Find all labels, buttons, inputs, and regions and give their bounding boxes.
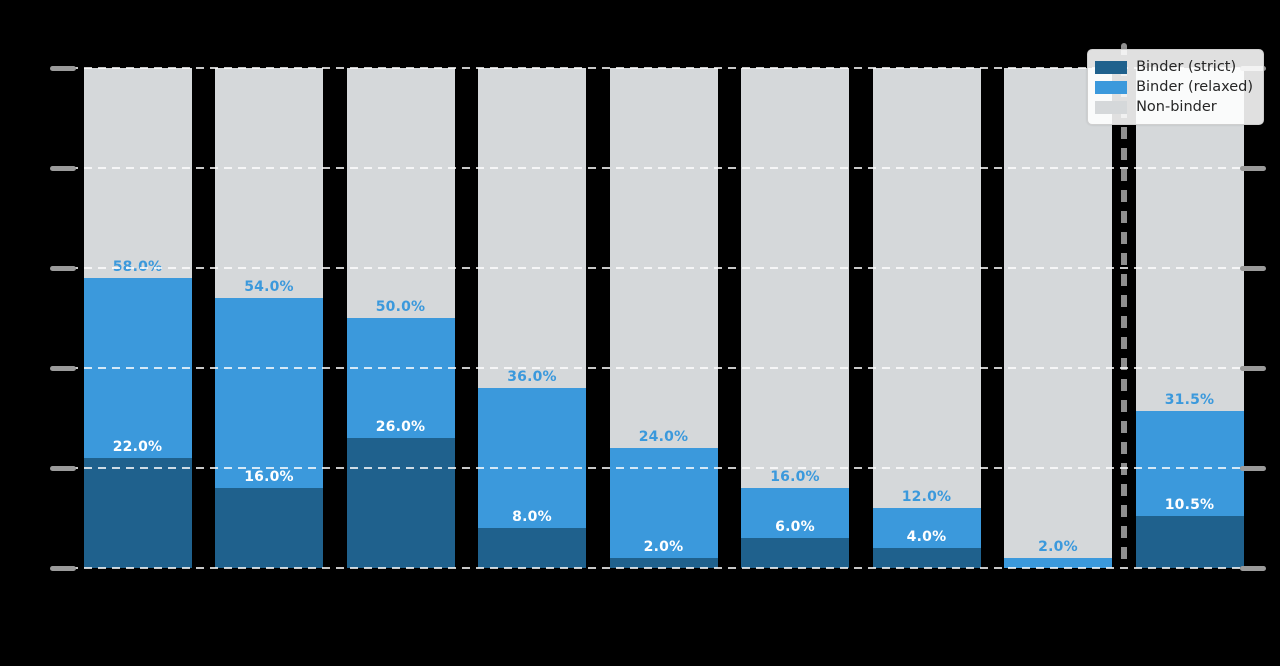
left-tick-80pct xyxy=(50,165,76,171)
stacked-bar-3: 26.0% 50.0% xyxy=(346,68,455,568)
non-binder-segment xyxy=(741,68,849,488)
relaxed-pct-label: 36.0% xyxy=(507,369,557,385)
legend-item-binder-strict: Binder (strict) xyxy=(1095,57,1253,77)
stacked-bar-8: 2.0% xyxy=(1004,68,1112,568)
binder-strict-segment xyxy=(741,538,849,568)
relaxed-pct-label: 50.0% xyxy=(375,299,426,315)
strict-pct-label: 26.0% xyxy=(375,419,426,435)
legend: Binder (strict) Binder (relaxed) Non-bin… xyxy=(1087,49,1264,125)
binder-relaxed-segment xyxy=(1004,558,1112,568)
non-binder-segment xyxy=(346,68,455,318)
binder-relaxed-segment xyxy=(609,448,718,558)
stacked-bar-7: 4.0% 12.0% xyxy=(872,68,981,568)
relaxed-pct-label: 24.0% xyxy=(638,429,689,445)
legend-item-non-binder: Non-binder xyxy=(1095,97,1253,117)
legend-label: Binder (strict) xyxy=(1136,59,1237,75)
gridline-40pct xyxy=(56,367,1256,369)
non-binder-segment xyxy=(609,68,718,448)
non-binder-segment xyxy=(478,68,586,388)
relaxed-pct-label: 2.0% xyxy=(1038,539,1078,555)
right-tick-60pct xyxy=(1240,265,1266,271)
relaxed-pct-label: 12.0% xyxy=(901,489,952,505)
binder-relaxed-segment xyxy=(1135,410,1244,516)
stacked-bar-9: 10.5% 31.5% xyxy=(1135,68,1244,568)
gridline-60pct xyxy=(56,267,1256,269)
right-tick-0pct xyxy=(1240,565,1266,571)
legend-label: Binder (relaxed) xyxy=(1136,79,1253,95)
binder-relaxed-segment xyxy=(872,508,981,548)
right-tick-20pct xyxy=(1240,465,1266,471)
left-tick-20pct xyxy=(50,465,76,471)
binder-strict-segment xyxy=(609,558,718,568)
legend-item-binder-relaxed: Binder (relaxed) xyxy=(1095,77,1253,97)
strict-pct-label: 4.0% xyxy=(906,529,947,545)
left-tick-0pct xyxy=(50,565,76,571)
stacked-bar-2: 16.0% 54.0% xyxy=(215,68,323,568)
non-binder-swatch-icon xyxy=(1095,100,1128,114)
right-tick-40pct xyxy=(1240,365,1266,371)
binder-strict-segment xyxy=(1135,515,1244,568)
non-binder-segment xyxy=(215,68,323,298)
strict-pct-label: 22.0% xyxy=(112,439,163,455)
binder-strict-segment xyxy=(83,458,192,568)
strict-pct-label: 10.5% xyxy=(1164,496,1215,513)
gridline-100pct xyxy=(56,67,1256,69)
strict-pct-label: 2.0% xyxy=(643,539,684,555)
binder-strict-segment xyxy=(478,528,586,568)
legend-label: Non-binder xyxy=(1136,99,1217,115)
non-binder-segment xyxy=(872,68,981,508)
binder-strict-segment xyxy=(872,548,981,568)
strict-pct-label: 6.0% xyxy=(775,519,815,535)
strict-pct-label: 8.0% xyxy=(512,509,552,525)
left-tick-100pct xyxy=(50,65,76,71)
right-tick-80pct xyxy=(1240,165,1266,171)
stacked-bar-1: 22.0% 58.0% xyxy=(83,68,192,568)
holdout-separator-line xyxy=(1120,43,1127,568)
relaxed-pct-label: 31.5% xyxy=(1164,391,1215,408)
gridline-0pct xyxy=(56,567,1256,569)
binder-relaxed-swatch-icon xyxy=(1095,80,1128,94)
gridline-20pct xyxy=(56,467,1256,469)
gridline-80pct xyxy=(56,167,1256,169)
binder-strict-segment xyxy=(346,438,455,568)
non-binder-segment xyxy=(1004,68,1112,558)
binder-relaxed-segment xyxy=(346,318,455,438)
stacked-bar-5: 2.0% 24.0% xyxy=(609,68,718,568)
left-tick-40pct xyxy=(50,365,76,371)
binder-relaxed-segment xyxy=(478,388,586,528)
non-binder-segment xyxy=(1135,68,1244,411)
stacked-bar-4: 8.0% 36.0% xyxy=(478,68,586,568)
binder-strict-segment xyxy=(215,488,323,568)
relaxed-pct-label: 16.0% xyxy=(770,469,820,485)
binder-relaxed-segment xyxy=(741,488,849,538)
stacked-bar-6: 6.0% 16.0% xyxy=(741,68,849,568)
strict-pct-label: 16.0% xyxy=(244,469,294,485)
binder-strict-swatch-icon xyxy=(1095,60,1128,74)
left-tick-60pct xyxy=(50,265,76,271)
non-binder-segment xyxy=(83,68,192,278)
relaxed-pct-label: 54.0% xyxy=(244,279,294,295)
binder-relaxed-segment xyxy=(215,298,323,488)
